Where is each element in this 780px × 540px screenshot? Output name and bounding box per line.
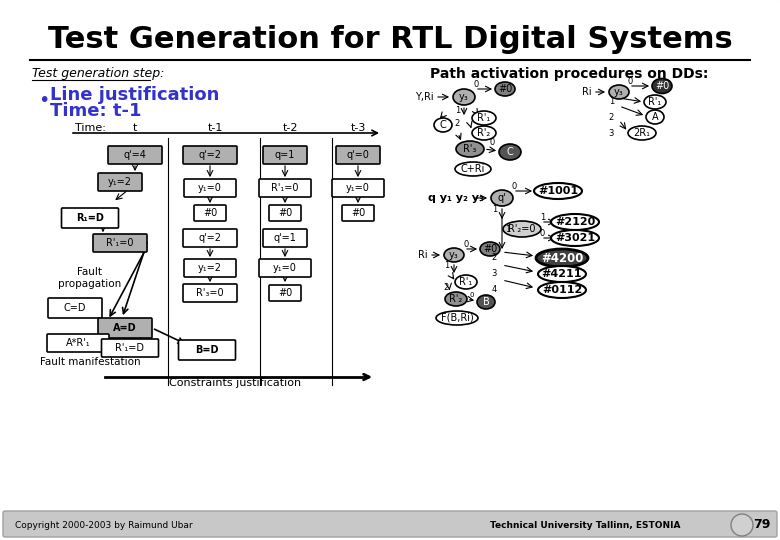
Text: q=1: q=1 bbox=[275, 150, 295, 160]
Text: 4: 4 bbox=[491, 286, 497, 294]
Text: t-3: t-3 bbox=[350, 123, 366, 133]
Text: 2: 2 bbox=[491, 253, 497, 262]
Text: C=D: C=D bbox=[64, 303, 87, 313]
Text: R'₁: R'₁ bbox=[459, 277, 473, 287]
Text: #0: #0 bbox=[655, 81, 669, 91]
Ellipse shape bbox=[646, 110, 664, 124]
Text: y₃: y₃ bbox=[459, 92, 469, 102]
Text: Ri: Ri bbox=[418, 250, 428, 260]
FancyBboxPatch shape bbox=[183, 229, 237, 247]
Text: R'₂: R'₂ bbox=[477, 128, 491, 138]
Ellipse shape bbox=[472, 111, 496, 125]
Text: Test generation step:: Test generation step: bbox=[32, 68, 165, 80]
Text: y₃: y₃ bbox=[449, 250, 459, 260]
Text: #2120: #2120 bbox=[555, 217, 595, 227]
FancyBboxPatch shape bbox=[336, 146, 380, 164]
Text: 1: 1 bbox=[491, 206, 497, 214]
Text: R'₁: R'₁ bbox=[477, 113, 491, 123]
Text: y₃: y₃ bbox=[614, 87, 624, 97]
Text: y₁=2: y₁=2 bbox=[108, 177, 132, 187]
Text: q'=0: q'=0 bbox=[346, 150, 370, 160]
Text: R₁=D: R₁=D bbox=[76, 213, 104, 223]
Text: #1001: #1001 bbox=[538, 186, 578, 196]
Text: q'=2: q'=2 bbox=[198, 150, 222, 160]
FancyBboxPatch shape bbox=[259, 259, 311, 277]
Text: 1: 1 bbox=[608, 98, 614, 106]
Ellipse shape bbox=[503, 221, 541, 237]
Text: 2: 2 bbox=[444, 282, 449, 292]
Text: 2: 2 bbox=[608, 112, 614, 122]
Text: •: • bbox=[38, 91, 49, 110]
FancyBboxPatch shape bbox=[93, 234, 147, 252]
Text: #0: #0 bbox=[278, 208, 292, 218]
Ellipse shape bbox=[445, 292, 467, 306]
Text: R'₁: R'₁ bbox=[648, 97, 661, 107]
Ellipse shape bbox=[453, 89, 475, 105]
Ellipse shape bbox=[609, 85, 629, 99]
Text: R'₁=0: R'₁=0 bbox=[106, 238, 133, 248]
Text: Fault
propagation: Fault propagation bbox=[58, 267, 122, 289]
Ellipse shape bbox=[444, 248, 464, 262]
Ellipse shape bbox=[534, 183, 582, 199]
Text: R'₂=0: R'₂=0 bbox=[509, 224, 536, 234]
Text: 0: 0 bbox=[628, 77, 633, 86]
FancyBboxPatch shape bbox=[98, 318, 152, 338]
Text: y₁=0: y₁=0 bbox=[273, 263, 297, 273]
Text: C: C bbox=[440, 120, 446, 130]
Text: Line justification: Line justification bbox=[50, 86, 219, 104]
Text: t: t bbox=[133, 123, 137, 133]
Text: #3021: #3021 bbox=[555, 233, 595, 243]
Text: Constraints justification: Constraints justification bbox=[169, 378, 301, 388]
Text: y₁=0: y₁=0 bbox=[346, 183, 370, 193]
Text: Y,Ri: Y,Ri bbox=[416, 92, 434, 102]
Text: 1: 1 bbox=[540, 213, 545, 222]
Ellipse shape bbox=[551, 214, 599, 230]
Ellipse shape bbox=[538, 266, 586, 282]
Ellipse shape bbox=[499, 144, 521, 160]
Text: 0: 0 bbox=[463, 240, 468, 249]
Ellipse shape bbox=[456, 141, 484, 157]
FancyBboxPatch shape bbox=[184, 259, 236, 277]
Text: Copyright 2000-2003 by Raimund Ubar: Copyright 2000-2003 by Raimund Ubar bbox=[15, 521, 193, 530]
Text: B: B bbox=[483, 297, 489, 307]
Ellipse shape bbox=[477, 295, 495, 309]
Text: q': q' bbox=[498, 193, 506, 203]
Text: #0: #0 bbox=[278, 288, 292, 298]
Text: #0112: #0112 bbox=[542, 285, 582, 295]
Text: #0: #0 bbox=[203, 208, 217, 218]
Text: y₁=0: y₁=0 bbox=[198, 183, 222, 193]
Text: A*R'₁: A*R'₁ bbox=[66, 338, 90, 348]
Text: q'=1: q'=1 bbox=[274, 233, 296, 243]
Text: Fault manifestation: Fault manifestation bbox=[40, 357, 140, 367]
FancyBboxPatch shape bbox=[62, 208, 119, 228]
Text: 1: 1 bbox=[444, 260, 449, 269]
Text: 2R₁: 2R₁ bbox=[633, 128, 651, 138]
FancyBboxPatch shape bbox=[332, 179, 384, 197]
Text: A=D: A=D bbox=[113, 323, 136, 333]
Text: Technical University Tallinn, ESTONIA: Technical University Tallinn, ESTONIA bbox=[490, 521, 680, 530]
Text: 0: 0 bbox=[540, 229, 545, 238]
FancyBboxPatch shape bbox=[101, 339, 158, 357]
FancyBboxPatch shape bbox=[194, 205, 226, 221]
Text: 3: 3 bbox=[608, 129, 614, 138]
Ellipse shape bbox=[551, 230, 599, 246]
FancyBboxPatch shape bbox=[259, 179, 311, 197]
Text: q y₁ y₂ y₃: q y₁ y₂ y₃ bbox=[428, 193, 484, 203]
FancyBboxPatch shape bbox=[269, 285, 301, 301]
Ellipse shape bbox=[628, 126, 656, 140]
Text: #0: #0 bbox=[498, 84, 512, 94]
Text: 0: 0 bbox=[512, 182, 517, 191]
Text: B=D: B=D bbox=[195, 345, 218, 355]
Text: #4200: #4200 bbox=[541, 252, 583, 265]
Text: q'=2: q'=2 bbox=[198, 233, 222, 243]
FancyBboxPatch shape bbox=[184, 179, 236, 197]
Ellipse shape bbox=[436, 311, 478, 325]
Text: 1: 1 bbox=[455, 106, 460, 115]
Text: 0: 0 bbox=[470, 292, 474, 298]
Text: 79: 79 bbox=[753, 518, 771, 531]
Text: 0: 0 bbox=[490, 138, 495, 147]
Ellipse shape bbox=[455, 275, 477, 289]
Text: t-1: t-1 bbox=[207, 123, 222, 133]
Text: 3: 3 bbox=[491, 268, 497, 278]
